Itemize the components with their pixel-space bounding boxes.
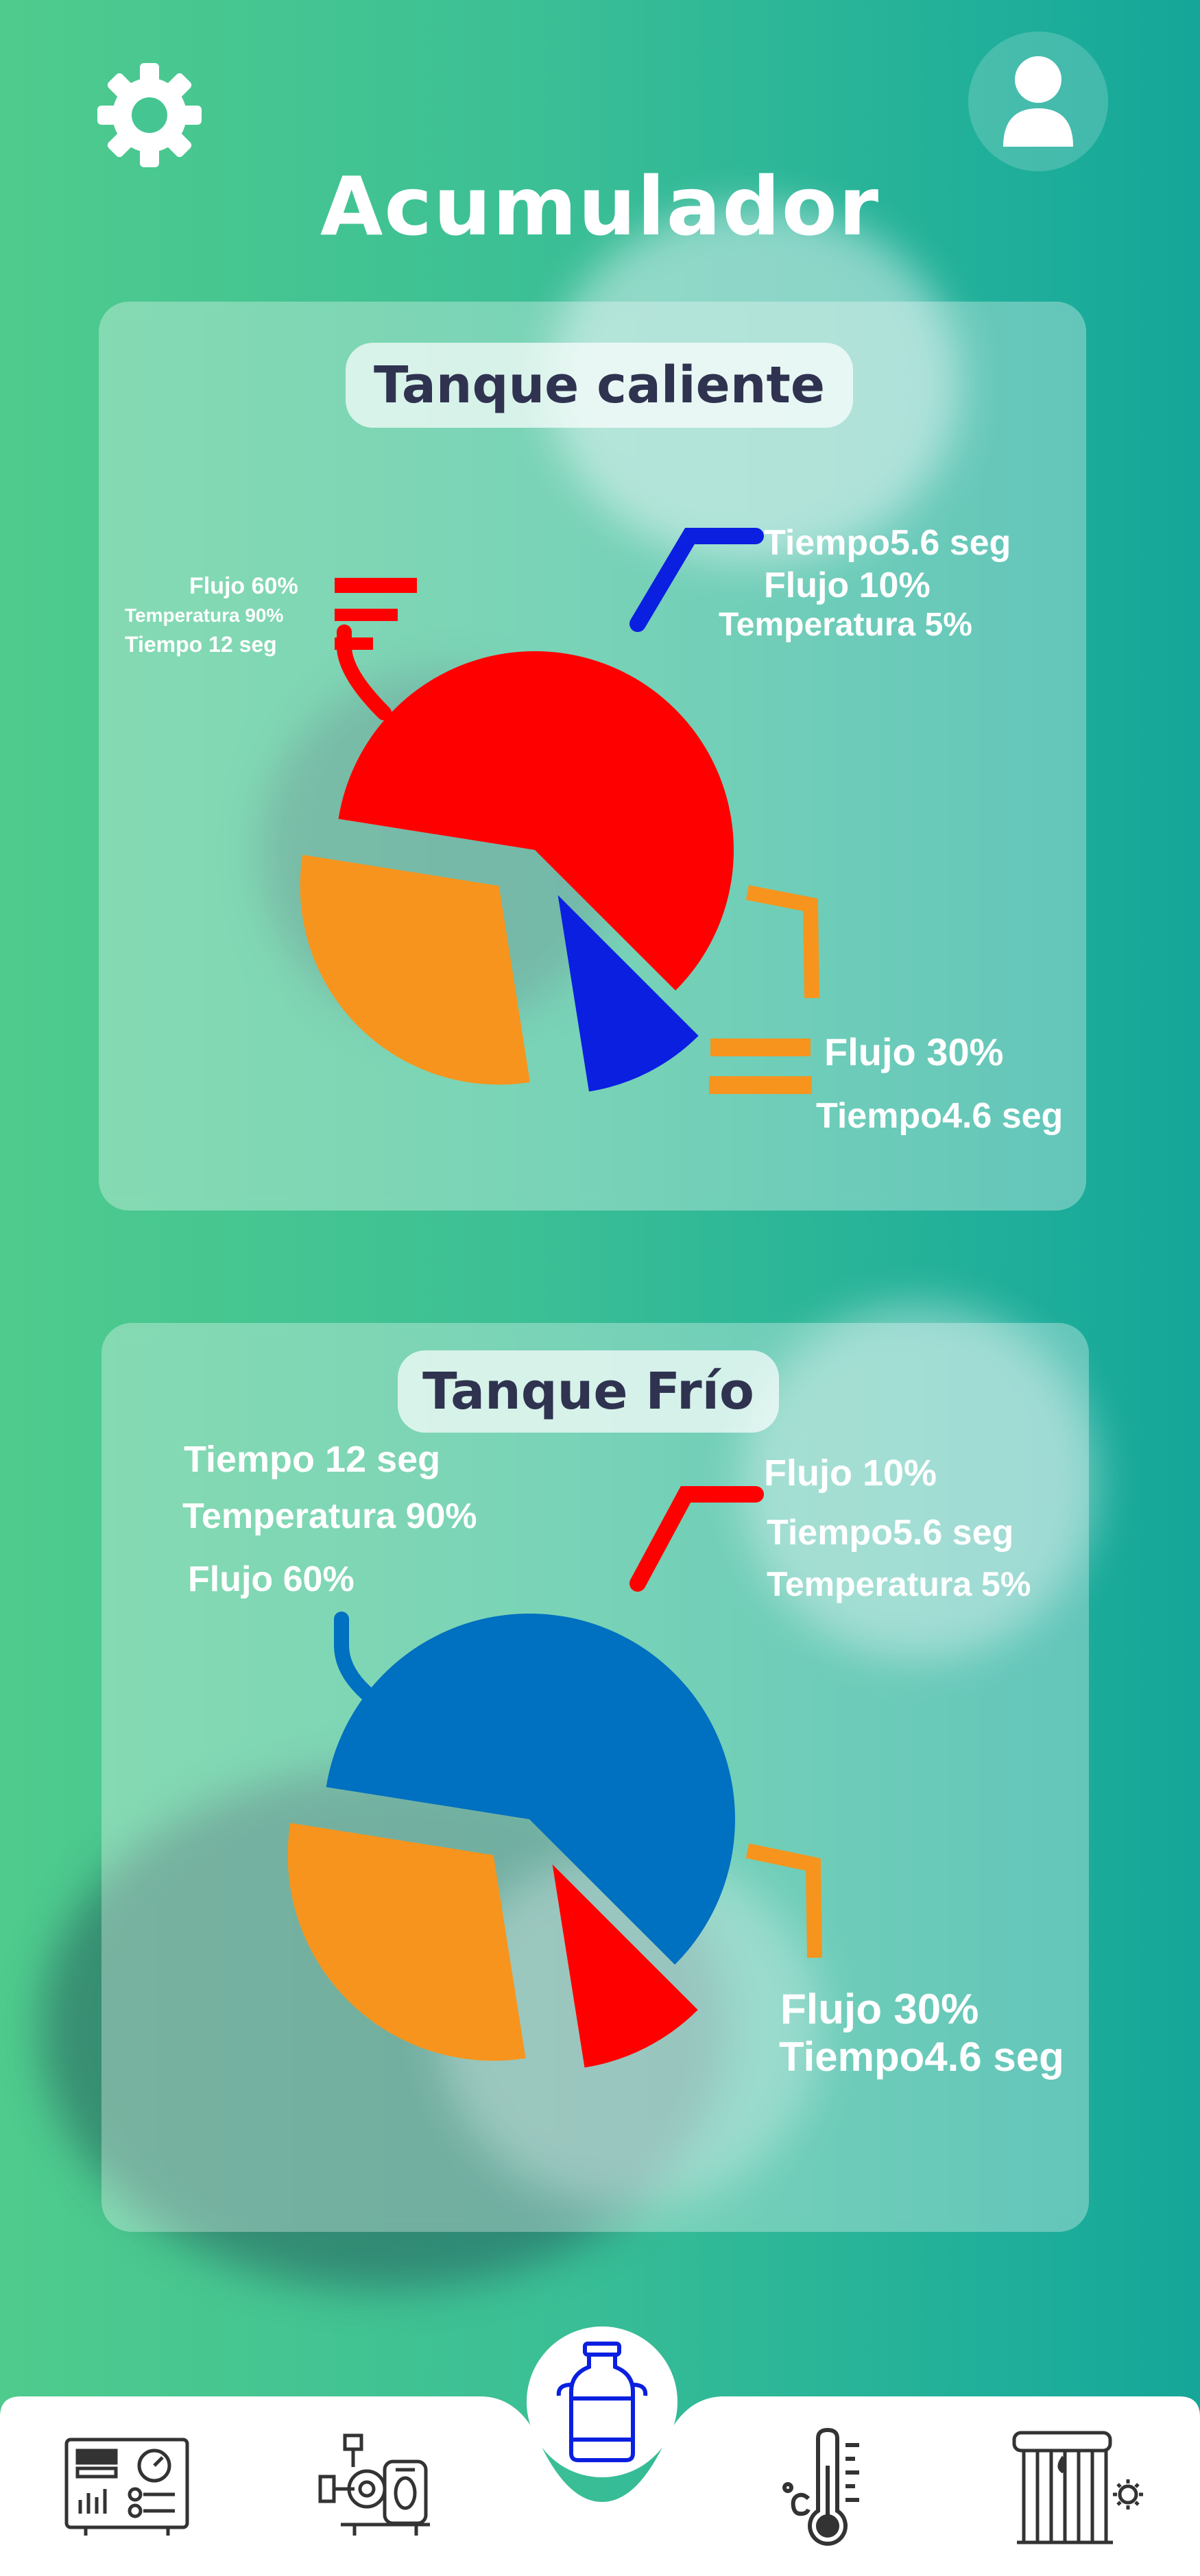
hot-top-label: Flujo 10% [764, 566, 931, 605]
milk-tank-icon[interactable] [527, 2326, 677, 2477]
page-title: Acumulador [320, 159, 880, 254]
hot-pie-slice-large [338, 651, 734, 991]
cold-pie-slice-top [552, 1864, 698, 2068]
cold-large-label: Flujo 60% [188, 1559, 355, 1599]
control-panel-icon[interactable] [55, 2428, 199, 2544]
cold-top-label: Tiempo5.6 seg [767, 1513, 1014, 1553]
bottom-nav [0, 2392, 1200, 2576]
hot-large-label: Tiempo 12 seg [125, 632, 277, 657]
hot-pie-slice-top [557, 895, 699, 1092]
cold-right-leader [745, 1843, 822, 1958]
hot-large-bar [335, 578, 417, 593]
hot-tank-title: Tanque caliente [346, 343, 853, 428]
cold-large-label: Temperatura 90% [182, 1496, 477, 1536]
hot-top-label: Temperatura 5% [719, 607, 972, 643]
user-icon[interactable] [968, 32, 1108, 171]
hot-top-label: Tiempo5.6 seg [764, 523, 1011, 563]
cold-top-label: Temperatura 5% [767, 1565, 1031, 1603]
cold-tank-title: Tanque Frío [398, 1350, 779, 1433]
cold-pie-slice-right [287, 1823, 526, 2061]
hot-large-bar [335, 637, 373, 650]
solar-heater-icon[interactable] [1000, 2422, 1151, 2560]
hot-pie-chart [300, 651, 734, 1092]
cold-right-label: Tiempo4.6 seg [779, 2034, 1064, 2080]
cold-large-label: Tiempo 12 seg [184, 1439, 441, 1480]
cold-top-leader [629, 1486, 764, 1592]
hot-right-leader [745, 885, 819, 999]
hot-right-bar [710, 1038, 811, 1056]
cold-pie-slice-large [326, 1614, 736, 1965]
cold-pie-chart [287, 1614, 736, 2068]
pump-icon[interactable] [310, 2425, 440, 2549]
hot-right-label: Tiempo4.6 seg [816, 1096, 1064, 1136]
cold-right-label: Flujo 30% [780, 1986, 979, 2033]
gear-icon[interactable] [95, 60, 204, 170]
thermometer-icon[interactable] [775, 2421, 878, 2558]
hot-right-label: Flujo 30% [824, 1030, 1004, 1073]
hot-leader-lines [335, 528, 819, 1094]
hot-top-leader [629, 528, 764, 632]
cold-leader-lines [334, 1486, 822, 1958]
cold-top-label: Flujo 10% [764, 1453, 937, 1494]
hot-pie-slice-right [300, 854, 531, 1085]
hot-large-bar [335, 609, 398, 621]
hot-large-label: Temperatura 90% [125, 605, 284, 626]
hot-large-label: Flujo 60% [189, 573, 298, 599]
cold-large-leader [334, 1612, 378, 1704]
hot-right-bar [709, 1076, 812, 1094]
